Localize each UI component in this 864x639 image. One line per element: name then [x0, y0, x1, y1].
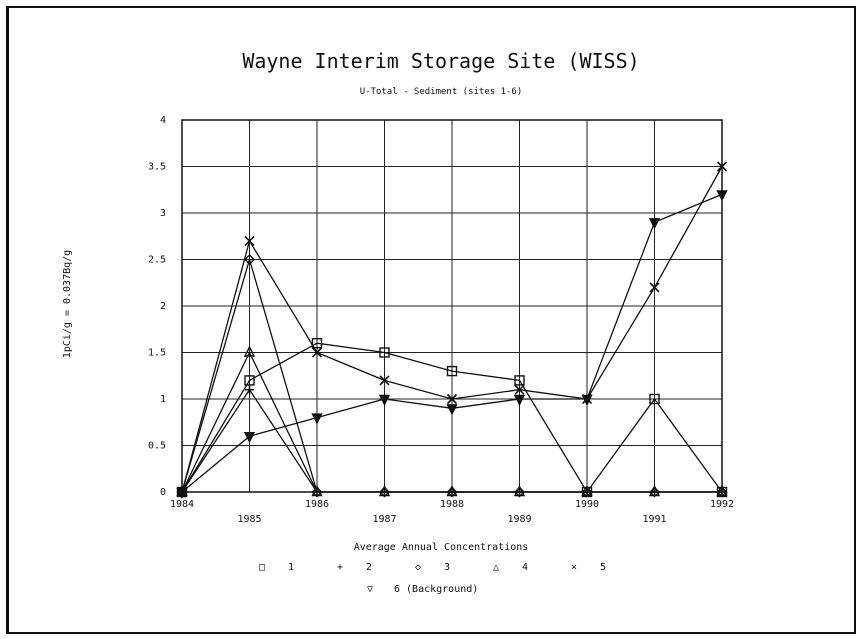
marker-triangle-down [378, 394, 391, 407]
marker-triangle-down [716, 190, 728, 202]
marker-x [244, 235, 255, 246]
marker-diamond [379, 486, 390, 498]
y-tick-label: 3.5 [148, 162, 166, 173]
marker-triangle-down [243, 432, 256, 444]
series-line-1 [181, 342, 723, 494]
x-tick-label: 1984 [170, 499, 194, 510]
x-tick-label: 1987 [372, 514, 396, 525]
marker-square [379, 347, 390, 358]
legend-symbol: × [571, 562, 577, 573]
legend-label: 1 [288, 562, 294, 573]
series-markers [176, 161, 728, 500]
marker-diamond [446, 486, 458, 498]
y-tick-label: 2.5 [148, 255, 166, 266]
marker-triangle-down [513, 394, 526, 407]
x-tick-label: 1988 [440, 499, 464, 510]
marker-square [244, 375, 255, 386]
legend-symbol: ▽ [367, 584, 373, 595]
legend-symbol: □ [259, 562, 265, 573]
legend: □ 1 +2 ◇ 3 △ 4 × 5 ▽ 6 (Background) [259, 562, 606, 595]
y-tick-label: 2 [160, 301, 166, 312]
marker-triangle-up [378, 484, 391, 497]
marker-square [446, 365, 458, 377]
marker-square [311, 338, 323, 349]
marker-x [311, 347, 323, 358]
y-tick-label: 1 [160, 394, 166, 405]
marker-triangle-down [446, 404, 458, 416]
y-tick-label: 3 [160, 208, 166, 219]
x-axis-label: Average Annual Concentrations [354, 542, 529, 553]
y-tick-label: 1.5 [148, 348, 166, 359]
marker-x [514, 384, 525, 395]
marker-triangle-up [581, 484, 593, 497]
legend-label: 3 [444, 562, 450, 573]
marker-triangle-down [311, 413, 323, 425]
marker-triangle-down [648, 218, 661, 230]
marker-plus [245, 385, 254, 395]
marker-square [649, 393, 660, 405]
x-tick-label: 1989 [507, 514, 531, 525]
marker-square [514, 375, 525, 386]
marker-diamond [716, 486, 728, 498]
marker-diamond [649, 486, 660, 498]
axes: 0 0.5 1 1.5 2 2.5 3 3.5 4 1984 1985 1986 1987 1988 198… [148, 115, 734, 525]
marker-triangle-down [581, 394, 593, 407]
marker-x [716, 161, 728, 172]
marker-triangle-down [176, 487, 188, 500]
legend-label: 5 [600, 562, 606, 573]
legend-symbol: + [337, 562, 343, 573]
y-tick-label: 0.5 [148, 441, 166, 452]
x-tick-label: 1990 [575, 499, 599, 510]
chart-subtitle: U-Total - Sediment (sites 1-6) [360, 87, 523, 97]
marker-triangle-up [446, 484, 458, 497]
legend-label: 4 [522, 562, 528, 573]
legend-symbol: ◇ [415, 562, 421, 573]
marker-triangle-up [716, 484, 728, 497]
marker-triangle-up [243, 345, 256, 357]
legend-symbol: △ [493, 562, 499, 573]
y-tick-label: 0 [160, 487, 166, 498]
legend-label: 6 (Background) [394, 584, 478, 595]
marker-x [649, 282, 660, 293]
marker-diamond [311, 486, 323, 498]
marker-triangle-up [311, 484, 323, 497]
marker-triangle-up [648, 484, 661, 497]
x-tick-label: 1986 [305, 499, 329, 510]
marker-diamond [581, 486, 593, 498]
chart-frame [6, 6, 856, 634]
marker-triangle-up [513, 484, 526, 497]
marker-x [379, 375, 390, 386]
legend-label: 2 [366, 562, 372, 573]
y-tick-label: 4 [160, 115, 166, 126]
marker-diamond [244, 254, 255, 265]
x-tick-label: 1992 [710, 499, 734, 510]
chart-title: Wayne Interim Storage Site (WISS) [242, 49, 639, 73]
y-axis-label: 1pCi/g = 0.037Bq/g [62, 250, 73, 358]
x-tick-label: 1991 [642, 514, 666, 525]
marker-diamond [514, 486, 525, 498]
marker-x [446, 393, 458, 405]
x-tick-label: 1985 [237, 514, 261, 525]
